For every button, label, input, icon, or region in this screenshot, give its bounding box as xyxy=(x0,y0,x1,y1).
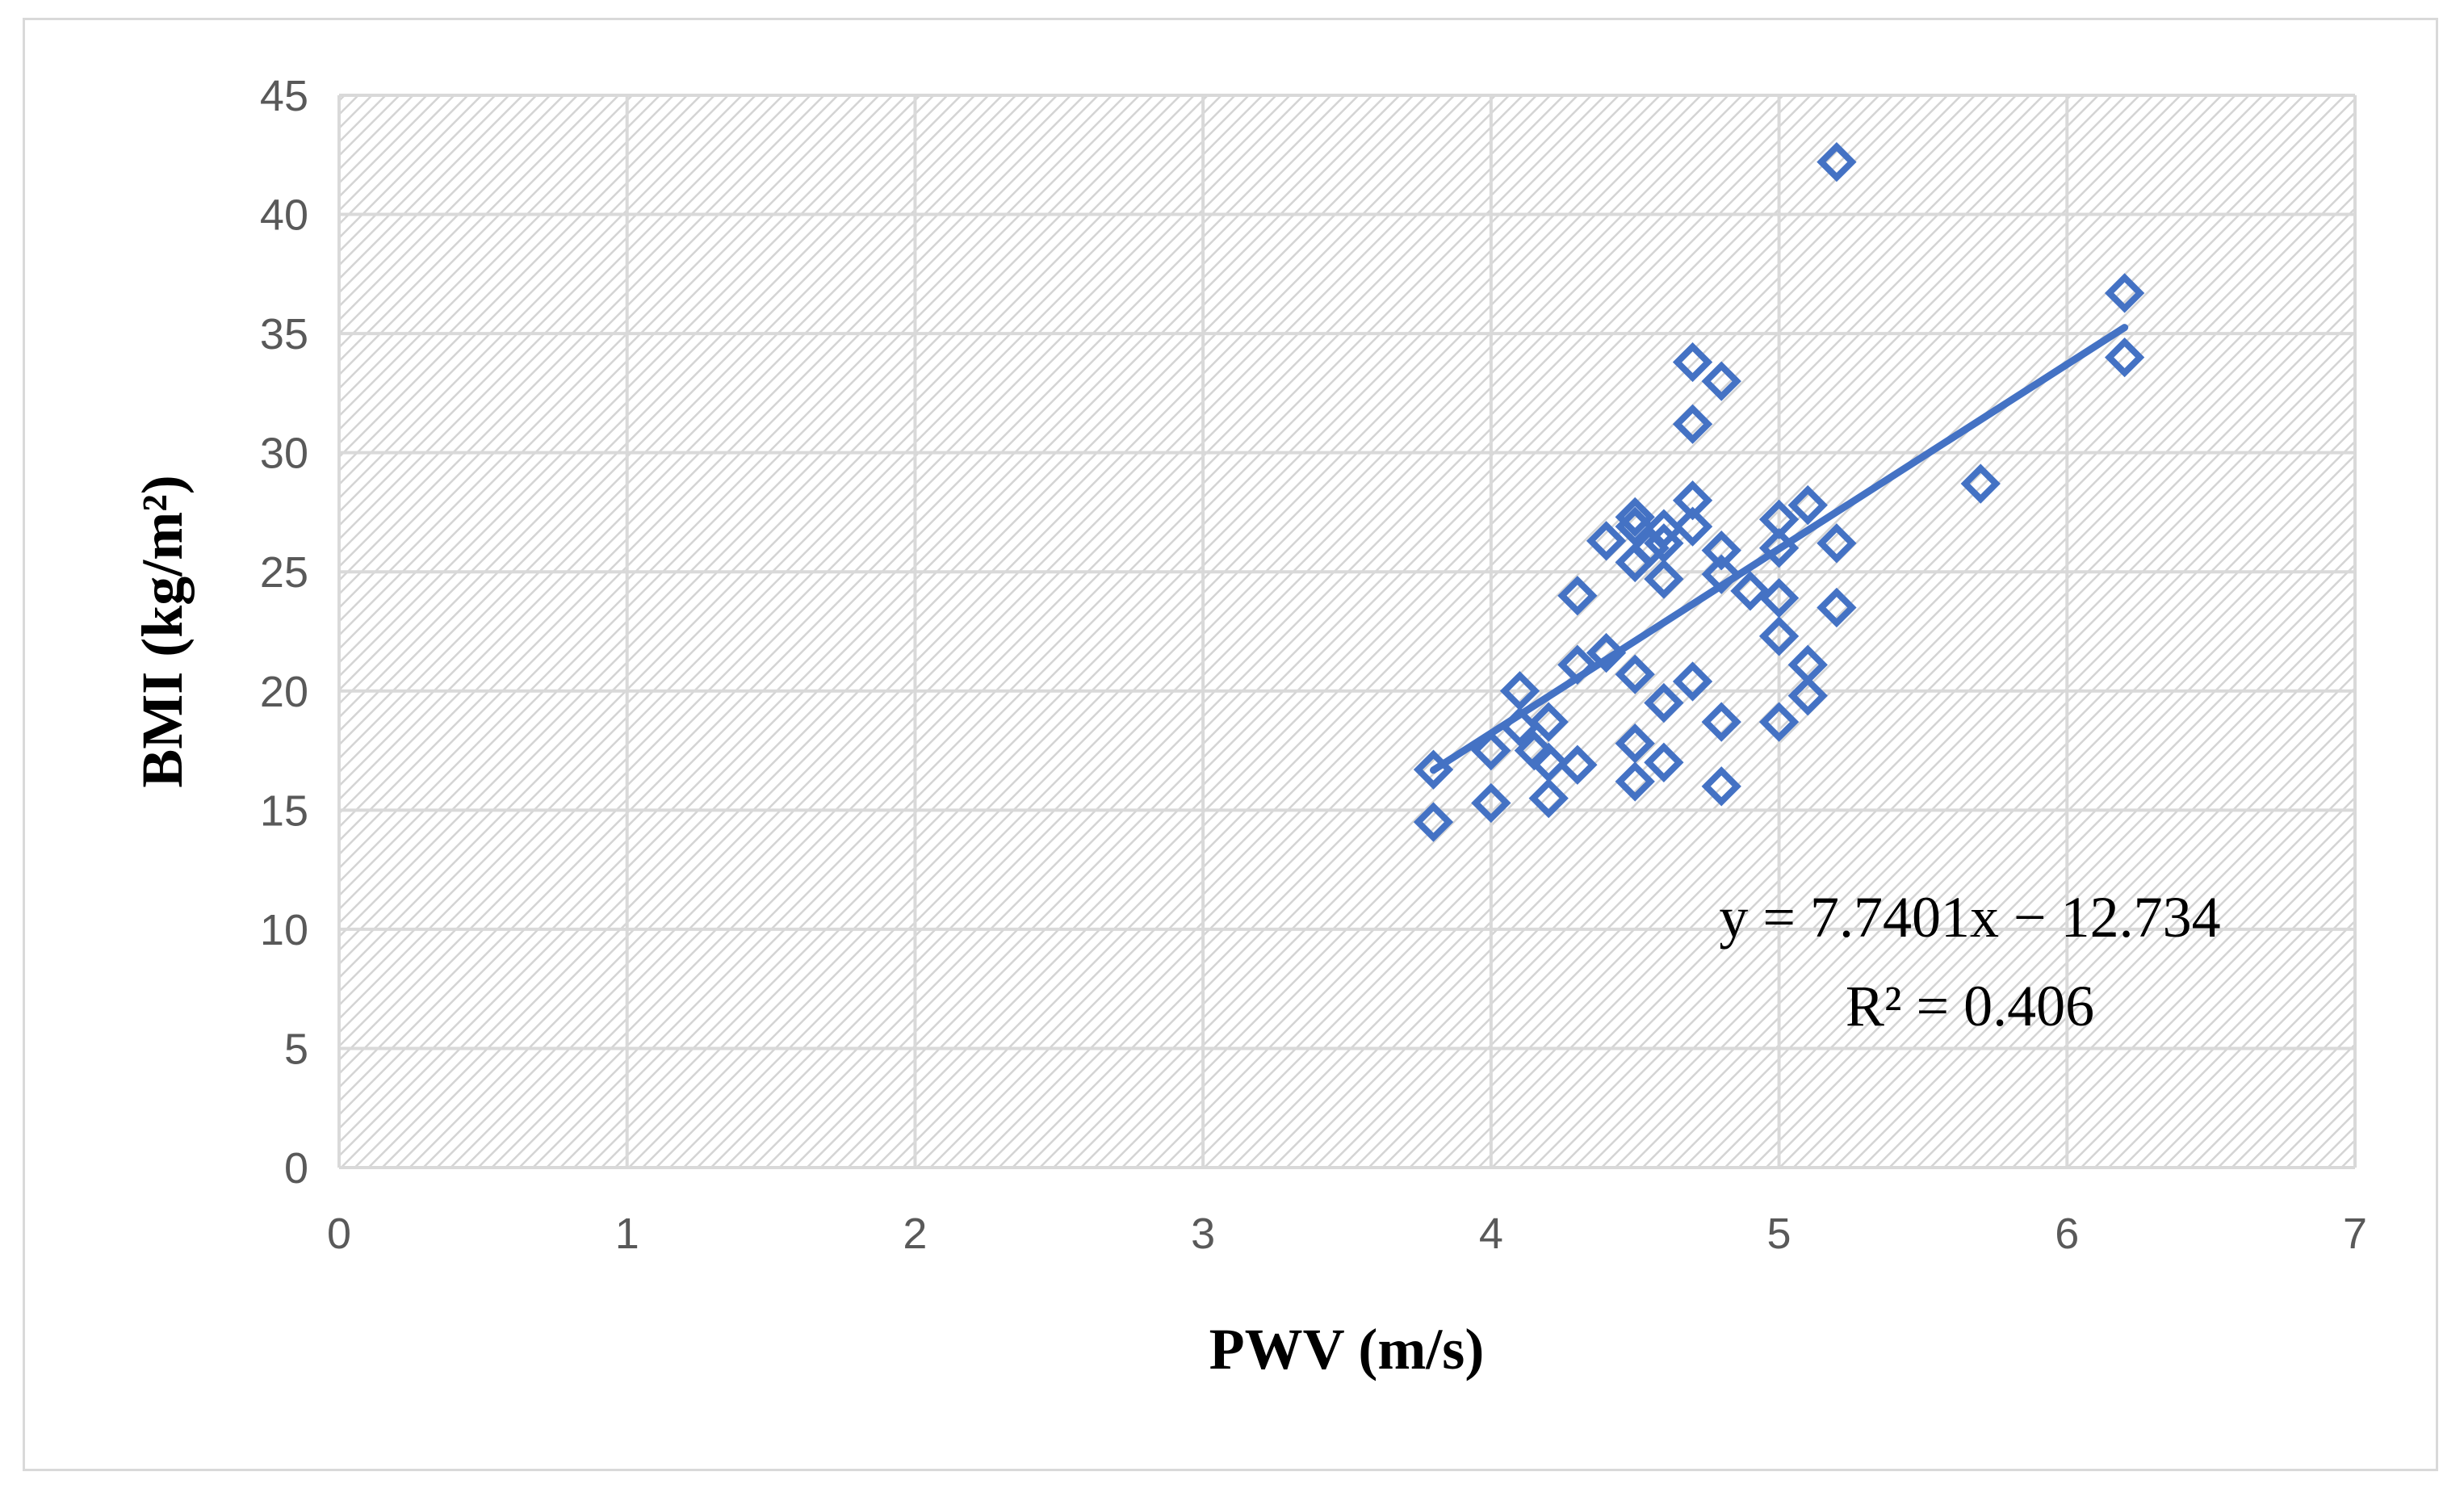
x-tick-label: 6 xyxy=(2055,1210,2079,1258)
data-point xyxy=(1817,141,1857,182)
y-tick-label: 25 xyxy=(260,548,308,597)
data-point xyxy=(1644,523,1684,564)
x-axis-title: PWV (m/s) xyxy=(1209,1317,1485,1382)
data-points xyxy=(1413,141,2145,842)
x-tick-label: 4 xyxy=(1479,1210,1503,1258)
data-point xyxy=(1528,702,1569,742)
plot-area xyxy=(339,95,2355,1168)
trendline xyxy=(1430,324,2129,774)
data-point xyxy=(1528,778,1569,819)
data-point xyxy=(1730,571,1770,611)
data-point xyxy=(1758,528,1800,568)
data-point xyxy=(1787,676,1828,716)
x-axis-ticks: 0 1 2 3 4 5 6 7 xyxy=(327,1210,2367,1258)
y-tick-label: 0 xyxy=(284,1144,308,1193)
data-point xyxy=(1586,632,1627,673)
y-tick-label: 30 xyxy=(260,430,308,478)
data-point xyxy=(1672,661,1713,702)
data-point xyxy=(1701,554,1741,594)
data-point xyxy=(1499,671,1540,711)
data-point xyxy=(1701,766,1741,807)
y-axis-ticks: 0 5 10 15 20 25 30 35 40 45 xyxy=(260,72,308,1193)
y-tick-label: 40 xyxy=(260,191,308,240)
data-point xyxy=(1701,530,1741,571)
x-tick-label: 2 xyxy=(903,1210,927,1258)
data-point xyxy=(1701,702,1741,742)
data-point xyxy=(1644,742,1684,782)
data-point xyxy=(1615,761,1655,802)
data-point xyxy=(1615,506,1655,547)
data-point xyxy=(1557,644,1598,685)
data-point xyxy=(1413,802,1454,842)
x-tick-label: 5 xyxy=(1767,1210,1791,1258)
y-tick-label: 5 xyxy=(284,1025,308,1073)
x-tick-label: 7 xyxy=(2343,1210,2367,1258)
data-point xyxy=(1644,509,1684,549)
data-point xyxy=(1758,702,1800,742)
y-tick-label: 15 xyxy=(260,786,308,835)
y-tick-label: 35 xyxy=(260,310,308,359)
data-point xyxy=(1644,682,1684,723)
data-point xyxy=(1615,497,1655,538)
data-point xyxy=(1615,654,1655,694)
data-point xyxy=(1528,742,1569,782)
trendline-equation: y = 7.7401x − 12.734 xyxy=(1719,885,2220,950)
data-point xyxy=(1471,782,1511,824)
trendline-group xyxy=(1430,324,2129,774)
y-tick-label: 10 xyxy=(260,906,308,954)
data-point xyxy=(1615,723,1655,764)
data-point xyxy=(1817,587,1857,628)
x-tick-label: 0 xyxy=(327,1210,351,1258)
data-point xyxy=(1644,559,1684,599)
data-point xyxy=(1672,506,1713,547)
data-point xyxy=(2104,273,2145,313)
data-point xyxy=(1758,578,1800,619)
data-point xyxy=(1817,523,1857,564)
data-point xyxy=(1672,404,1713,444)
trendline-r-squared: R² = 0.406 xyxy=(1846,974,2094,1038)
data-point xyxy=(1557,744,1598,785)
y-tick-label: 45 xyxy=(260,72,308,120)
data-point xyxy=(1413,749,1454,790)
data-point xyxy=(1787,484,1828,526)
x-tick-label: 3 xyxy=(1191,1210,1215,1258)
data-point xyxy=(1672,342,1713,383)
data-point xyxy=(1471,730,1511,771)
data-point xyxy=(2104,337,2145,378)
data-point xyxy=(1557,576,1598,616)
y-tick-label: 20 xyxy=(260,668,308,716)
gridlines xyxy=(337,94,2357,1169)
data-point xyxy=(1701,361,1741,401)
data-point xyxy=(1586,521,1627,561)
data-point xyxy=(1758,616,1800,656)
x-tick-label: 1 xyxy=(615,1210,639,1258)
data-point xyxy=(1960,463,2001,504)
y-axis-title: BMI (kg/m²) xyxy=(130,475,195,788)
